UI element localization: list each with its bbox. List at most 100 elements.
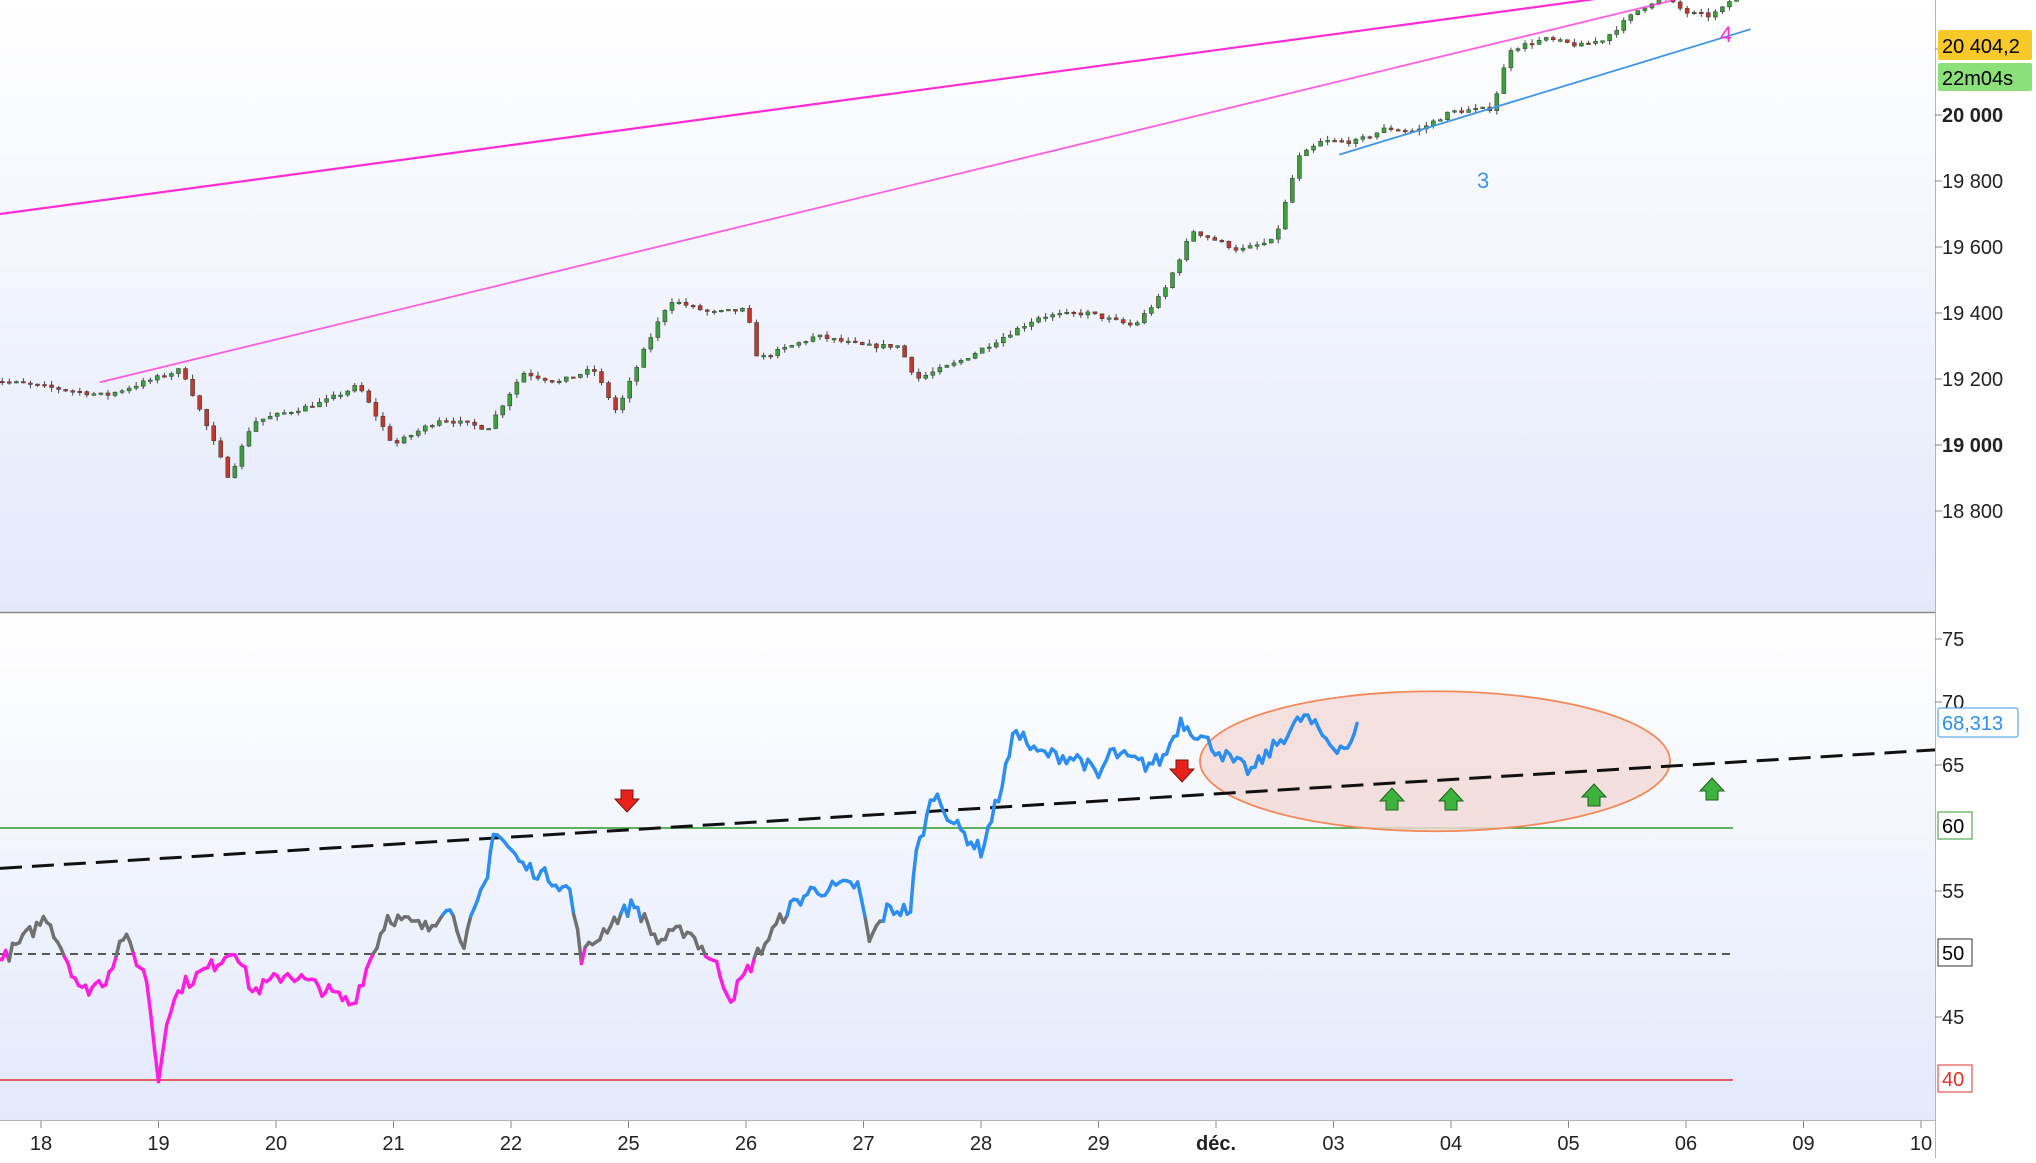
candle-body xyxy=(85,392,89,395)
candle-body xyxy=(381,416,385,426)
candle-body xyxy=(811,337,815,342)
candle-body xyxy=(1502,68,1506,94)
rsi-level-40-badge: 40 xyxy=(1938,1065,1972,1092)
candle-body xyxy=(1290,178,1294,202)
candle-body xyxy=(966,358,970,360)
candle-body xyxy=(776,349,780,356)
rsi-level-40-label: 40 xyxy=(1942,1069,1964,1091)
candle-body xyxy=(360,385,364,391)
candle-body xyxy=(698,306,702,310)
candle-body xyxy=(1051,315,1055,317)
candle-body xyxy=(543,378,547,380)
candle-body xyxy=(1248,246,1252,249)
candle-body xyxy=(1022,326,1026,328)
candle-body xyxy=(1629,15,1633,21)
candle-body xyxy=(1572,43,1576,47)
candle-body xyxy=(585,369,589,374)
candle-body xyxy=(1008,335,1012,337)
candle-body xyxy=(1389,128,1393,130)
rsi-level-60-label: 60 xyxy=(1942,816,1964,838)
rsi-y-tick-label: 65 xyxy=(1942,755,1964,777)
candle-body xyxy=(1720,7,1724,12)
candle-body xyxy=(1333,140,1337,142)
candle-body xyxy=(127,388,131,391)
candle-body xyxy=(494,415,498,429)
candle-body xyxy=(642,349,646,367)
candle-body xyxy=(839,338,843,341)
candle-body xyxy=(853,341,857,343)
rsi-last-value-badge: 68,313 xyxy=(1938,708,2018,737)
candle-body xyxy=(649,337,653,349)
candle-body xyxy=(501,406,505,415)
candle-body xyxy=(64,389,68,391)
candle-body xyxy=(169,374,173,377)
candle-body xyxy=(599,372,603,383)
price-panel-background xyxy=(0,0,1935,612)
candle-body xyxy=(409,435,413,437)
candle-body xyxy=(134,386,138,388)
candle-body xyxy=(296,411,300,413)
candle-body xyxy=(959,360,963,363)
rsi-level-60-badge: 60 xyxy=(1938,812,1972,839)
candle-body xyxy=(480,425,484,429)
candle-body xyxy=(1403,130,1407,132)
candle-body xyxy=(1058,313,1062,315)
x-tick-label: 05 xyxy=(1557,1133,1579,1155)
candle-body xyxy=(191,379,195,395)
candle-body xyxy=(1608,34,1612,40)
wave-label-3: 3 xyxy=(1477,168,1489,193)
x-tick-label: 10 xyxy=(1910,1133,1932,1155)
candle-body xyxy=(367,391,371,402)
candle-body xyxy=(78,391,82,393)
candle-body xyxy=(205,409,209,426)
candle-body xyxy=(282,413,286,415)
candle-body xyxy=(1544,38,1548,41)
candle-body xyxy=(14,381,18,383)
price-y-tick-label: 19 000 xyxy=(1942,435,2003,457)
candle-body xyxy=(353,385,357,391)
candle-body xyxy=(1678,2,1682,8)
candle-body xyxy=(1220,240,1224,242)
price-y-tick-label: 19 400 xyxy=(1942,303,2003,325)
candle-body xyxy=(1636,11,1640,15)
candle-body xyxy=(423,426,427,431)
candle-body xyxy=(1396,130,1400,132)
candle-body xyxy=(1579,43,1583,46)
candle-body xyxy=(938,367,942,371)
candle-body xyxy=(1382,128,1386,133)
candle-body xyxy=(1530,43,1534,45)
timer-label: 22m04s xyxy=(1942,68,2013,90)
candle-body xyxy=(1234,248,1238,251)
candle-body xyxy=(226,457,230,477)
candle-body xyxy=(1685,8,1689,13)
candle-body xyxy=(416,431,420,435)
candle-body xyxy=(712,311,716,313)
candle-body xyxy=(1001,337,1005,343)
candle-body xyxy=(254,421,258,431)
candle-body xyxy=(141,381,145,386)
consolidation-ellipse xyxy=(1200,691,1670,831)
candle-body xyxy=(1185,241,1189,260)
candle-body xyxy=(571,377,575,379)
candle-body xyxy=(346,391,350,395)
candle-body xyxy=(310,406,314,408)
candle-body xyxy=(99,393,103,395)
candle-body xyxy=(437,421,441,426)
candle-body xyxy=(120,391,124,393)
candle-body xyxy=(21,381,25,383)
candle-body xyxy=(1727,1,1731,6)
candle-body xyxy=(1079,313,1083,315)
rsi-last-value-label: 68,313 xyxy=(1942,713,2003,735)
candle-body xyxy=(0,381,4,383)
candle-body xyxy=(1699,12,1703,14)
candle-body xyxy=(162,376,166,378)
candle-body xyxy=(846,341,850,343)
x-tick-label: 27 xyxy=(852,1133,874,1155)
candle-body xyxy=(247,432,251,447)
candle-body xyxy=(663,310,667,321)
candle-body xyxy=(825,335,829,339)
x-tick-label: 04 xyxy=(1440,1133,1462,1155)
candle-body xyxy=(325,399,329,403)
candle-body xyxy=(1128,323,1132,325)
candle-body xyxy=(1297,156,1301,179)
